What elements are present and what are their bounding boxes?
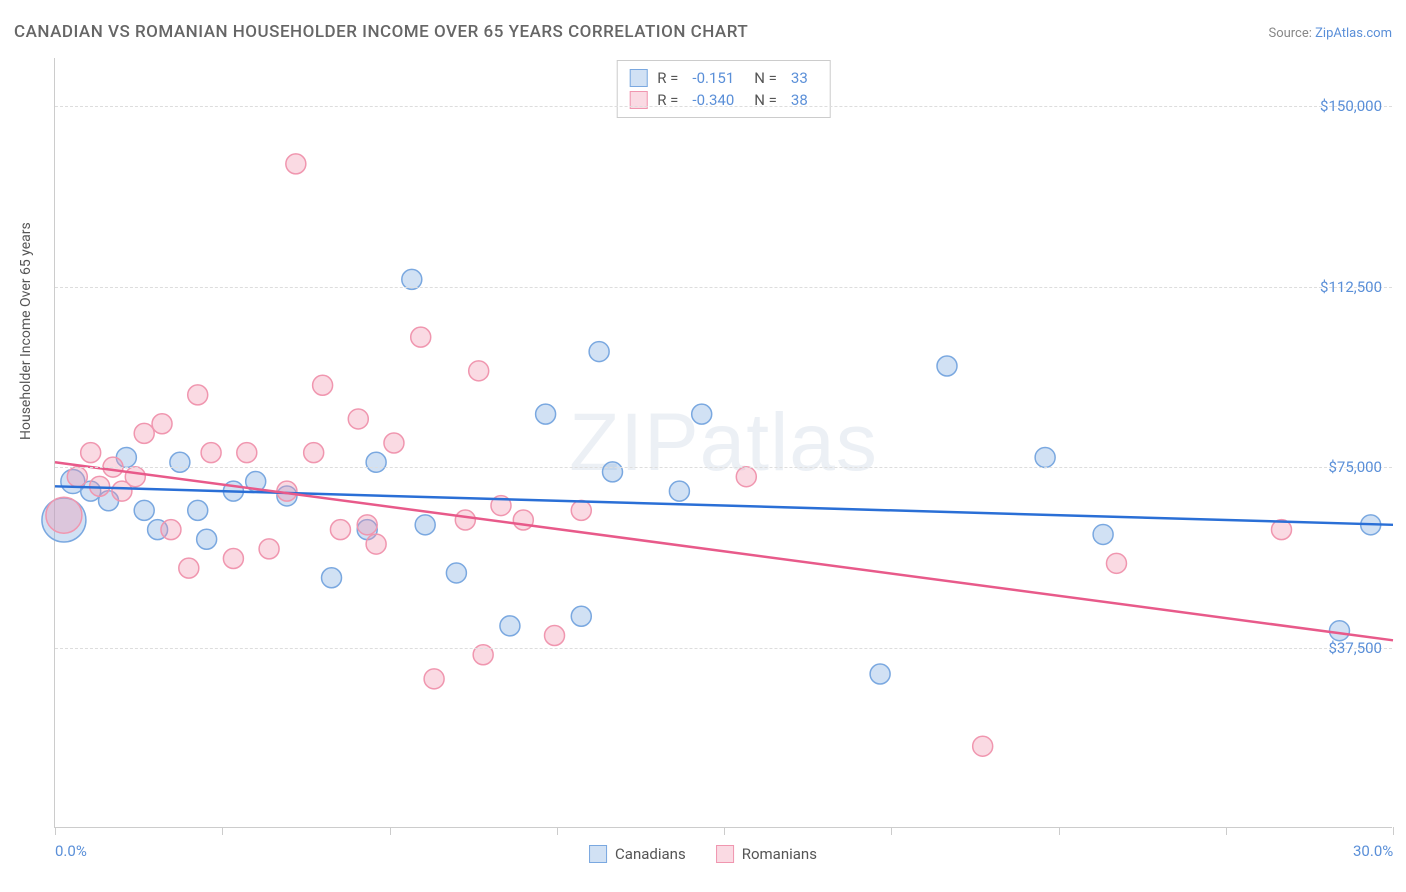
legend-stats-row-romanians: R = -0.340 N = 38 — [629, 89, 818, 111]
gridline — [55, 467, 1392, 468]
data-point — [669, 481, 689, 501]
gridline — [55, 287, 1392, 288]
data-point — [81, 443, 101, 463]
gridline — [55, 106, 1392, 107]
data-point — [170, 452, 190, 472]
data-point — [179, 558, 199, 578]
data-point — [603, 462, 623, 482]
regression-line — [55, 486, 1393, 525]
data-point — [571, 500, 591, 520]
data-point — [870, 664, 890, 684]
data-point — [366, 534, 386, 554]
data-point — [513, 510, 533, 530]
legend-label-canadians: Canadians — [615, 845, 686, 863]
data-point — [384, 433, 404, 453]
data-point — [571, 606, 591, 626]
data-point — [545, 626, 565, 646]
data-point — [322, 568, 342, 588]
data-point — [455, 510, 475, 530]
data-point — [973, 736, 993, 756]
data-point — [161, 520, 181, 540]
swatch-canadians-bottom — [589, 845, 607, 863]
data-point — [366, 452, 386, 472]
ytick-label: $37,500 — [1328, 639, 1382, 657]
xtick — [222, 827, 223, 835]
legend-series: Canadians Romanians — [589, 845, 817, 863]
source-attribution: Source: ZipAtlas.com — [1268, 26, 1392, 41]
data-point — [536, 404, 556, 424]
ytick-label: $75,000 — [1328, 458, 1382, 476]
data-point — [46, 497, 82, 533]
data-point — [152, 414, 172, 434]
data-point — [237, 443, 257, 463]
xtick — [390, 827, 391, 835]
swatch-romanians-bottom — [716, 845, 734, 863]
r-label-canadians: R = — [657, 69, 678, 87]
r-value-canadians: -0.151 — [692, 69, 734, 87]
data-point — [1035, 447, 1055, 467]
xtick — [55, 827, 56, 835]
data-point — [313, 375, 333, 395]
data-point — [67, 467, 87, 487]
plot-area: ZIPatlas R = -0.151 N = 33 R = -0.340 N … — [54, 58, 1392, 828]
xtick — [557, 827, 558, 835]
data-point — [201, 443, 221, 463]
data-point — [500, 616, 520, 636]
data-point — [1106, 553, 1126, 573]
xtick — [891, 827, 892, 835]
source-link[interactable]: ZipAtlas.com — [1315, 26, 1392, 41]
regression-line — [55, 462, 1393, 640]
data-point — [286, 154, 306, 174]
ytick-label: $112,500 — [1320, 278, 1382, 296]
data-point — [469, 361, 489, 381]
chart-title: CANADIAN VS ROMANIAN HOUSEHOLDER INCOME … — [14, 22, 748, 42]
xtick-label: 0.0% — [55, 842, 87, 860]
data-point — [259, 539, 279, 559]
data-point — [188, 500, 208, 520]
swatch-canadians — [629, 69, 647, 87]
data-point — [937, 356, 957, 376]
data-point — [415, 515, 435, 535]
data-point — [692, 404, 712, 424]
data-point — [736, 467, 756, 487]
y-axis-label: Householder Income Over 65 years — [18, 222, 34, 440]
n-value-canadians: 33 — [791, 69, 808, 87]
legend-item-canadians: Canadians — [589, 845, 686, 863]
data-point — [197, 529, 217, 549]
n-label-canadians: N = — [754, 69, 777, 87]
xtick — [724, 827, 725, 835]
data-point — [424, 669, 444, 689]
data-point — [348, 409, 368, 429]
legend-stats-row-canadians: R = -0.151 N = 33 — [629, 67, 818, 89]
plot-svg — [55, 58, 1392, 827]
source-label: Source: — [1268, 26, 1315, 41]
xtick — [1393, 827, 1394, 835]
data-point — [304, 443, 324, 463]
data-point — [134, 423, 154, 443]
ytick-label: $150,000 — [1320, 97, 1382, 115]
xtick — [1226, 827, 1227, 835]
data-point — [411, 327, 431, 347]
chart-container: CANADIAN VS ROMANIAN HOUSEHOLDER INCOME … — [0, 0, 1406, 892]
data-point — [330, 520, 350, 540]
data-point — [134, 500, 154, 520]
data-point — [223, 549, 243, 569]
gridline — [55, 648, 1392, 649]
legend-stats: R = -0.151 N = 33 R = -0.340 N = 38 — [616, 60, 831, 118]
data-point — [589, 342, 609, 362]
data-point — [357, 515, 377, 535]
legend-label-romanians: Romanians — [742, 845, 817, 863]
data-point — [1093, 524, 1113, 544]
xtick-label: 30.0% — [1353, 842, 1393, 860]
data-point — [446, 563, 466, 583]
legend-item-romanians: Romanians — [716, 845, 817, 863]
data-point — [125, 467, 145, 487]
data-point — [188, 385, 208, 405]
xtick — [1059, 827, 1060, 835]
